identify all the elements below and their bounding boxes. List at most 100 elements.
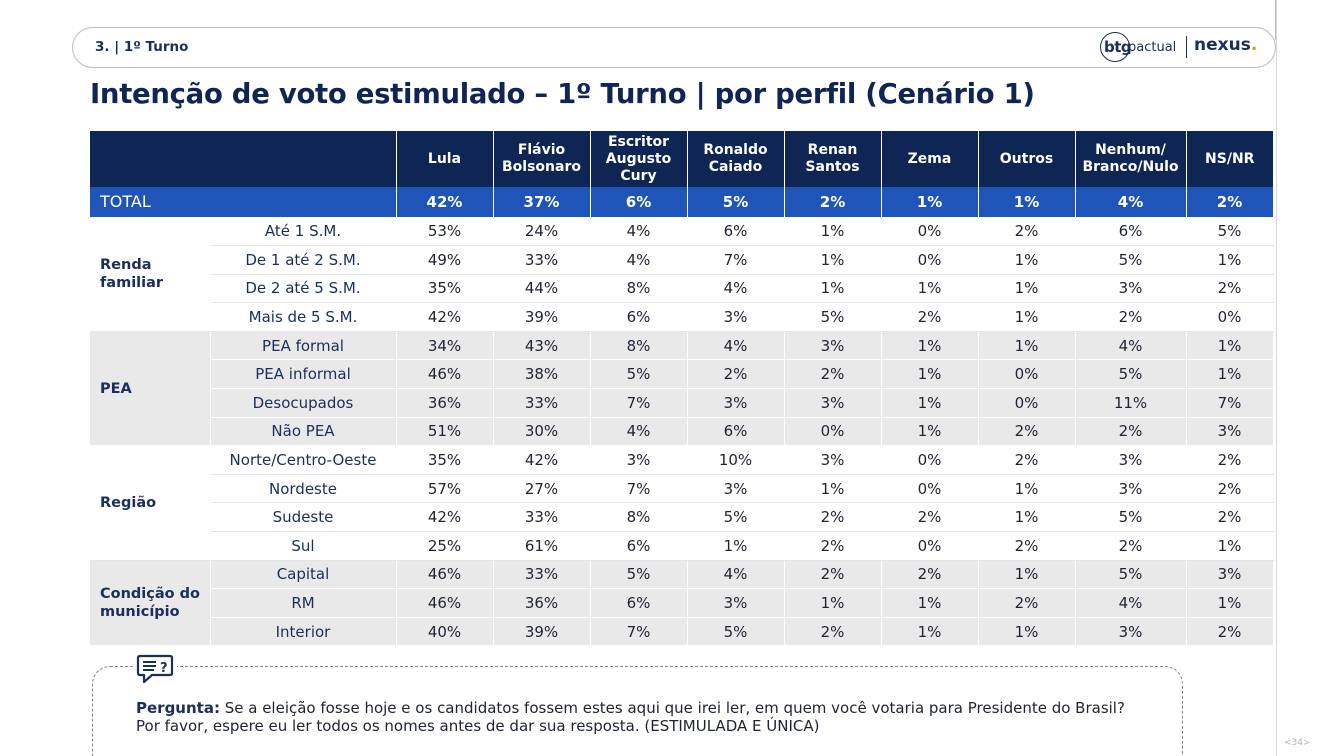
header-row: Lula Flávio Bolsonaro Escritor Augusto C… <box>90 131 1273 187</box>
table-cell: 6% <box>590 302 688 332</box>
total-cell: 2% <box>784 187 882 218</box>
table-cell: 33% <box>493 502 591 533</box>
table-cell: 0% <box>881 245 979 275</box>
table-cell: 35% <box>396 445 494 475</box>
row-label: Sudeste <box>210 502 397 533</box>
nexus-logo-text: nexus <box>1194 35 1251 55</box>
table-cell: 6% <box>1075 217 1187 247</box>
table-cell: 0% <box>881 445 979 475</box>
table-cell: 3% <box>687 588 785 618</box>
row-label: PEA informal <box>210 359 397 390</box>
table-cell: 2% <box>1075 302 1187 332</box>
table-cell: 61% <box>493 531 591 561</box>
table-cell: 1% <box>978 560 1076 590</box>
table-cell: 1% <box>784 588 882 618</box>
row-label: Nordeste <box>210 474 397 504</box>
total-row: TOTAL 42% 37% 6% 5% 2% 1% 1% 4% 2% <box>90 187 1274 218</box>
table-cell: 38% <box>493 359 591 390</box>
table-row: RM 46% 36% 6% 3% 1% 1% 2% 4% 1% <box>90 588 1274 618</box>
table-cell: 2% <box>784 617 882 647</box>
table-cell: 0% <box>881 531 979 561</box>
table-cell: 7% <box>1186 388 1274 418</box>
table-cell: 40% <box>396 617 494 647</box>
table-cell: 2% <box>784 560 882 590</box>
group-label: Renda familiar <box>90 217 211 332</box>
row-label: RM <box>210 588 397 618</box>
total-cell: 42% <box>396 187 494 218</box>
table-cell: 2% <box>978 588 1076 618</box>
table-cell: 39% <box>493 617 591 647</box>
page-edge-line <box>1276 0 1277 756</box>
table-cell: 1% <box>784 245 882 275</box>
table-cell: 2% <box>1186 474 1274 504</box>
col-header: NS/NR <box>1186 131 1273 187</box>
table-row: Mais de 5 S.M. 42% 39% 6% 3% 5% 2% 1% 2% 0% <box>90 302 1274 332</box>
table-cell: 3% <box>1075 274 1187 304</box>
col-header: Ronaldo Caiado <box>687 131 785 187</box>
col-header: Escritor Augusto Cury <box>590 131 688 187</box>
table-cell: 0% <box>881 474 979 504</box>
table-cell: 0% <box>1186 302 1274 332</box>
table-cell: 57% <box>396 474 494 504</box>
table-cell: 1% <box>978 331 1076 361</box>
table-row: Não PEA 51% 30% 4% 6% 0% 1% 2% 2% 3% <box>90 417 1274 447</box>
pactual-logo-text: pactual <box>1128 39 1177 55</box>
table-cell: 0% <box>881 217 979 247</box>
nexus-logo-dot: . <box>1250 35 1258 55</box>
btg-pactual-logo: btg pactual <box>1100 32 1176 62</box>
col-header: Outros <box>978 131 1076 187</box>
table-cell: 42% <box>396 302 494 332</box>
table-cell: 2% <box>881 302 979 332</box>
total-cell: 37% <box>493 187 591 218</box>
btg-logo-mark: btg <box>1100 32 1132 62</box>
table-cell: 4% <box>687 560 785 590</box>
table-cell: 5% <box>784 302 882 332</box>
table-cell: 3% <box>784 445 882 475</box>
row-label: De 2 até 5 S.M. <box>210 274 397 304</box>
vote-intention-table: Lula Flávio Bolsonaro Escritor Augusto C… <box>90 131 1274 647</box>
table-cell: 1% <box>1186 588 1274 618</box>
col-header: Renan Santos <box>784 131 882 187</box>
table-cell: 1% <box>687 531 785 561</box>
group-label: Condição do município <box>90 560 211 647</box>
table-cell: 36% <box>493 588 591 618</box>
question-line-2: Por favor, espere eu ler todos os nomes … <box>136 717 820 735</box>
table-cell: 2% <box>784 359 882 390</box>
table-cell: 1% <box>784 217 882 247</box>
total-cell: 1% <box>978 187 1076 218</box>
table-cell: 4% <box>687 274 785 304</box>
table-row: Desocupados 36% 33% 7% 3% 3% 1% 0% 11% 7% <box>90 388 1274 418</box>
table-cell: 25% <box>396 531 494 561</box>
table-row: PEA informal 46% 38% 5% 2% 2% 1% 0% 5% 1% <box>90 359 1274 390</box>
table-cell: 2% <box>784 502 882 533</box>
table-cell: 1% <box>978 274 1076 304</box>
table-cell: 0% <box>978 359 1076 390</box>
table-cell: 2% <box>687 359 785 390</box>
table-cell: 46% <box>396 560 494 590</box>
table-row: Condição do município Capital 46% 33% 5% 4% 2%… <box>90 560 1274 647</box>
table-cell: 33% <box>493 560 591 590</box>
table-cell: 1% <box>978 245 1076 275</box>
table-cell: 36% <box>396 388 494 418</box>
header-blank-cell <box>90 131 397 187</box>
table-cell: 7% <box>687 245 785 275</box>
table-cell: 8% <box>590 502 688 533</box>
total-cell: 2% <box>1186 187 1274 218</box>
table-cell: 46% <box>396 359 494 390</box>
table-cell: 2% <box>881 560 979 590</box>
table-cell: 1% <box>1186 531 1274 561</box>
table-cell: 0% <box>978 388 1076 418</box>
table-cell: 2% <box>1075 417 1187 447</box>
table-cell: 6% <box>687 417 785 447</box>
table-cell: 30% <box>493 417 591 447</box>
table-cell: 4% <box>1075 588 1187 618</box>
table-cell: 11% <box>1075 388 1187 418</box>
table-cell: 5% <box>590 560 688 590</box>
table-row: Nordeste 57% 27% 7% 3% 1% 0% 1% 3% 2% <box>90 474 1274 504</box>
table-cell: 3% <box>1075 617 1187 647</box>
row-label: Sul <box>210 531 397 561</box>
page-title: Intenção de voto estimulado – 1º Turno |… <box>90 78 1035 110</box>
table-cell: 1% <box>978 474 1076 504</box>
table-cell: 4% <box>687 331 785 361</box>
table-cell: 8% <box>590 331 688 361</box>
